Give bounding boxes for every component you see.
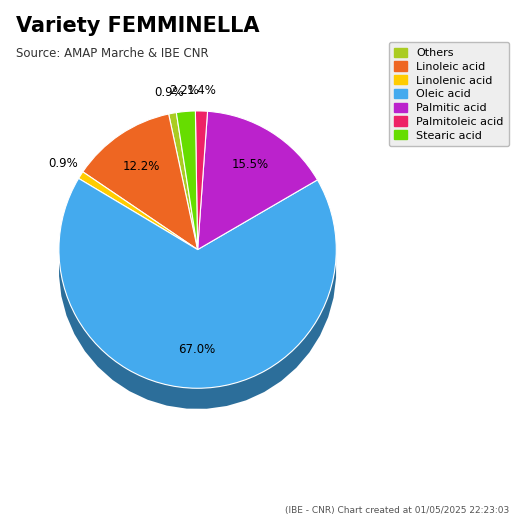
- Text: 0.9%: 0.9%: [154, 86, 184, 99]
- Text: 1.4%: 1.4%: [187, 84, 217, 97]
- Wedge shape: [83, 114, 198, 250]
- Text: (IBE - CNR) Chart created at 01/05/2025 22:23:03: (IBE - CNR) Chart created at 01/05/2025 …: [285, 506, 510, 515]
- Wedge shape: [198, 111, 317, 250]
- Wedge shape: [176, 111, 198, 250]
- Text: 15.5%: 15.5%: [232, 159, 269, 172]
- Text: 0.9%: 0.9%: [48, 158, 78, 171]
- Text: Source: AMAP Marche & IBE CNR: Source: AMAP Marche & IBE CNR: [16, 47, 208, 60]
- Wedge shape: [59, 178, 336, 388]
- Text: 12.2%: 12.2%: [123, 160, 161, 173]
- Text: 67.0%: 67.0%: [178, 343, 216, 356]
- Wedge shape: [168, 112, 198, 250]
- Text: Variety FEMMINELLA: Variety FEMMINELLA: [16, 16, 259, 35]
- Wedge shape: [79, 172, 198, 250]
- Wedge shape: [196, 111, 207, 250]
- Text: 2.2%: 2.2%: [169, 84, 199, 97]
- Legend: Others, Linoleic acid, Linolenic acid, Oleic acid, Palmitic acid, Palmitoleic ac: Others, Linoleic acid, Linolenic acid, O…: [388, 42, 509, 146]
- Polygon shape: [59, 255, 336, 409]
